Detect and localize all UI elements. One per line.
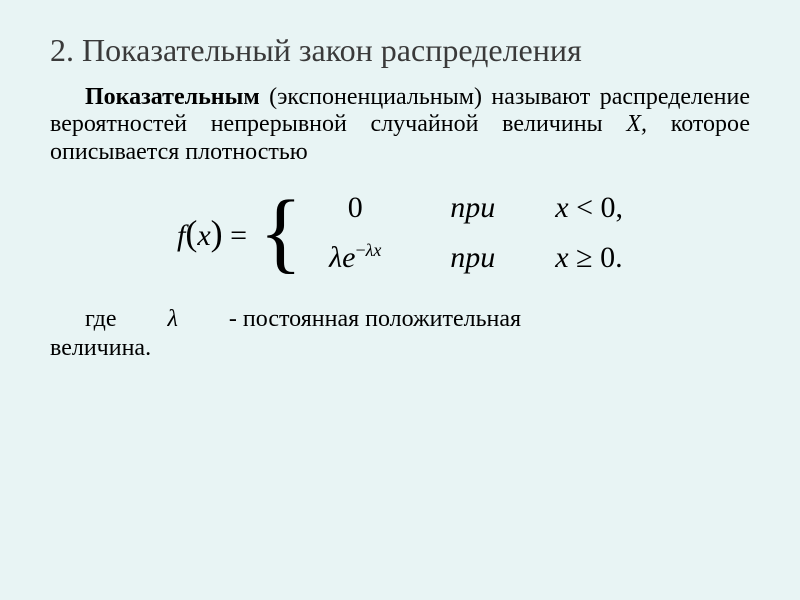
section-title: 2. Показательный закон распределения bbox=[50, 30, 750, 72]
case2-cond: x ≥ 0. bbox=[555, 241, 623, 275]
var-x: X, bbox=[626, 111, 647, 137]
footer-line2: величина. bbox=[50, 334, 750, 363]
case2-value: λe−λx bbox=[320, 240, 390, 275]
formula-cases: 0 при x < 0, λe−λx при x ≥ 0. bbox=[320, 191, 623, 275]
case1-pri: при bbox=[450, 191, 495, 225]
footer-rest: - постоянная положительная bbox=[229, 306, 521, 332]
curly-brace-icon: { bbox=[259, 197, 302, 269]
case2-pri: при bbox=[450, 241, 495, 275]
term-paren: (экспоненциальным) bbox=[269, 84, 482, 110]
lambda-symbol: λ bbox=[168, 306, 178, 332]
formula-arg: x bbox=[197, 219, 210, 252]
density-formula: f(x) = { 0 при x < 0, λe−λx при x ≥ 0. bbox=[50, 191, 750, 275]
footer-note: где λ - постоянная положительная величин… bbox=[50, 305, 750, 363]
term-bold: Показательным bbox=[85, 84, 260, 110]
case1-cond: x < 0, bbox=[555, 191, 623, 225]
definition-paragraph: Показательным (экспоненциальным) называю… bbox=[50, 84, 750, 167]
footer-gde: где bbox=[85, 306, 117, 332]
formula-eq: = bbox=[230, 219, 247, 252]
formula-lhs: f(x) = bbox=[177, 212, 247, 254]
case1-value: 0 bbox=[320, 191, 390, 225]
